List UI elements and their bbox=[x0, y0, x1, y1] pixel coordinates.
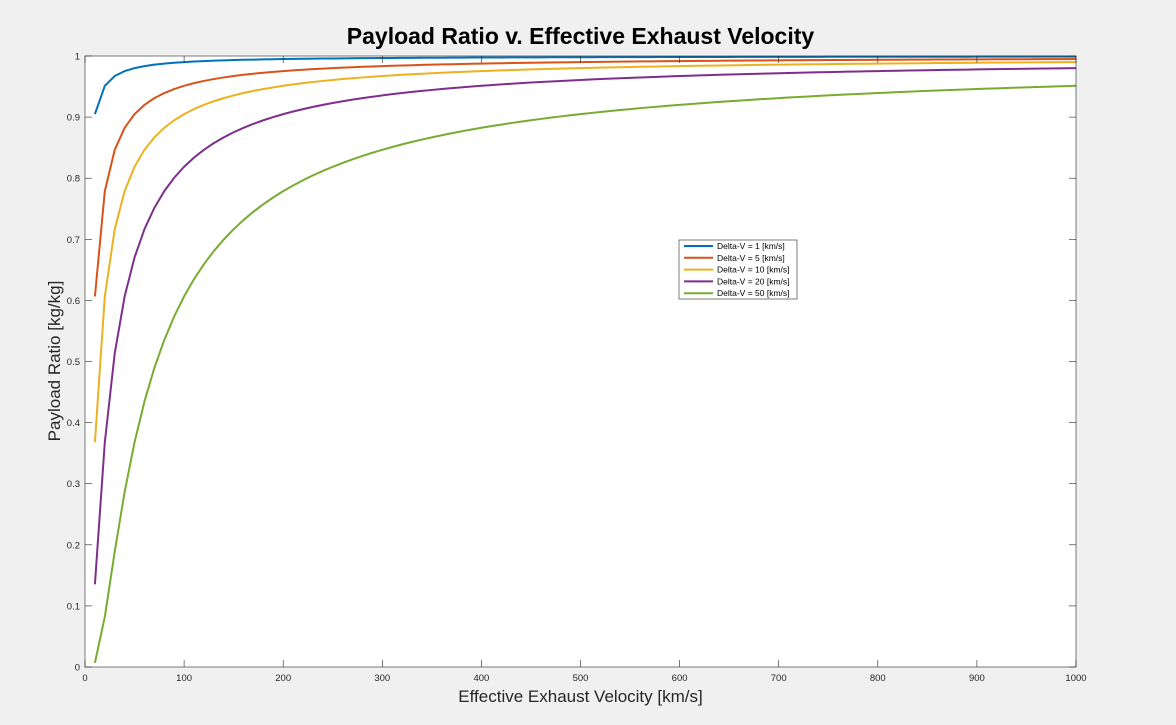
legend-label-5: Delta-V = 50 [km/s] bbox=[717, 288, 790, 298]
series-line-4 bbox=[93, 67, 1077, 585]
x-tick-label-8: 800 bbox=[870, 673, 886, 684]
series-line-1 bbox=[93, 55, 1077, 115]
y-tick-label-5: 0.5 bbox=[67, 357, 80, 368]
y-tick-label-3: 0.3 bbox=[67, 479, 80, 490]
series-lines bbox=[93, 55, 1077, 664]
legend-label-1: Delta-V = 1 [km/s] bbox=[717, 241, 785, 251]
x-tick-label-1: 100 bbox=[176, 673, 192, 684]
y-tick-label-9: 0.9 bbox=[67, 113, 80, 124]
x-tick-label-7: 700 bbox=[771, 673, 787, 684]
legend[interactable]: Delta-V = 1 [km/s] Delta-V = 5 [km/s] Delt… bbox=[678, 239, 798, 300]
x-tick-labels: 0 100 200 300 400 500 600 700 800 900 1000 bbox=[82, 673, 1086, 684]
x-tick-label-0: 0 bbox=[82, 673, 87, 684]
y-axis-label: Payload Ratio [kg/kg] bbox=[45, 281, 64, 442]
y-tick-label-7: 0.7 bbox=[67, 235, 80, 246]
y-tick-label-1: 0.1 bbox=[67, 601, 80, 612]
legend-label-4: Delta-V = 20 [km/s] bbox=[717, 276, 790, 286]
legend-label-3: Delta-V = 10 [km/s] bbox=[717, 265, 790, 275]
x-tick-label-5: 500 bbox=[573, 673, 589, 684]
x-axis-label: Effective Exhaust Velocity [km/s] bbox=[458, 687, 702, 706]
axis-ticks bbox=[84, 55, 1077, 668]
x-tick-label-4: 400 bbox=[473, 673, 489, 684]
x-tick-label-2: 200 bbox=[275, 673, 291, 684]
y-tick-labels: 0 0.1 0.2 0.3 0.4 0.5 0.6 0.7 0.8 0.9 1 bbox=[67, 52, 80, 674]
series-line-3 bbox=[93, 61, 1077, 443]
plot-area bbox=[85, 56, 1076, 667]
y-tick-label-2: 0.2 bbox=[67, 540, 80, 551]
series-line-5 bbox=[93, 84, 1077, 664]
y-tick-label-10: 1 bbox=[75, 52, 80, 63]
y-tick-label-4: 0.4 bbox=[67, 418, 80, 429]
chart-title: Payload Ratio v. Effective Exhaust Veloc… bbox=[347, 23, 815, 49]
y-tick-label-6: 0.6 bbox=[67, 296, 80, 307]
y-tick-label-8: 0.8 bbox=[67, 174, 80, 185]
series-line-2 bbox=[93, 58, 1077, 297]
y-tick-label-0: 0 bbox=[75, 663, 80, 674]
x-tick-label-3: 300 bbox=[374, 673, 390, 684]
x-tick-label-9: 900 bbox=[969, 673, 985, 684]
x-tick-label-10: 1000 bbox=[1065, 673, 1086, 684]
legend-label-2: Delta-V = 5 [km/s] bbox=[717, 253, 785, 263]
x-tick-label-6: 600 bbox=[672, 673, 688, 684]
